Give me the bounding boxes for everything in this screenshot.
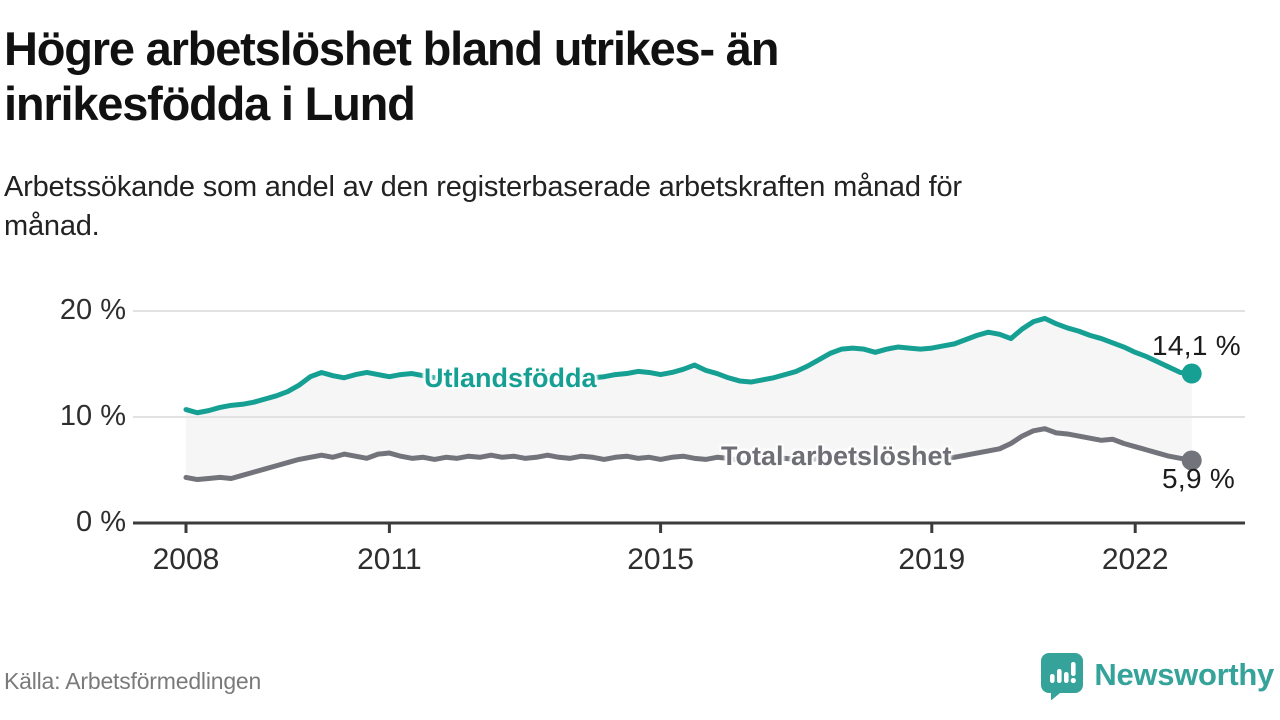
brand-logo: Newsworthy (1038, 650, 1274, 700)
end-value-label-total: 5,9 % (1162, 463, 1236, 494)
x-axis-label-2015: 2015 (627, 543, 694, 576)
y-axis-label-20pct: 20 % (59, 294, 126, 326)
exclamation-bar (1071, 662, 1076, 676)
end-dot-total-arbetsloshet (1181, 450, 1202, 471)
chart-subtitle-line-1: Arbetssökande som andel av den registerb… (4, 171, 962, 203)
series-label-total-arbetsloshet: Total arbetslöshet (721, 441, 952, 471)
x-axis-label-2008: 2008 (152, 543, 220, 576)
chart-subtitle-line-2: månad. (4, 209, 100, 242)
series-line-utlandsfodda (183, 315, 1195, 416)
x-axis-label-2011: 2011 (357, 543, 422, 576)
newsworthy-speech-bubble-icon (1041, 653, 1084, 700)
y-axis-label-10pct: 10 % (59, 400, 126, 432)
speech-bubble-shape (1041, 653, 1084, 700)
brand-wordmark: Newsworthy (1094, 657, 1274, 692)
bar-3 (1064, 672, 1069, 683)
bar-2 (1057, 669, 1062, 683)
end-dot-utlandsfodda (1181, 363, 1202, 384)
y-axis-label-0pct: 0 % (76, 506, 126, 538)
page-title-line-2: inrikesfödda i Lund (4, 76, 416, 130)
page-title: Högre arbetslöshet bland utrikes- än inr… (4, 22, 1064, 132)
end-value-label-utlandsfodda: 14,1 % (1152, 330, 1241, 361)
x-axis-label-2022: 2022 (1101, 543, 1169, 576)
x-axis-label-2019: 2019 (898, 543, 966, 576)
series-line-total-arbetsloshet (183, 426, 1195, 483)
source-note: Källa: Arbetsförmedlingen (4, 668, 262, 694)
exclamation-dot (1071, 677, 1077, 684)
page-title-line-1: Högre arbetslöshet bland utrikes- än (4, 22, 779, 75)
band-fill-between-series (186, 318, 1192, 480)
chart-subtitle: Arbetssökande som andel av den registerb… (4, 168, 1184, 245)
bar-1 (1050, 674, 1055, 683)
series-label-utlandsfodda: Utlandsfödda (424, 363, 597, 393)
